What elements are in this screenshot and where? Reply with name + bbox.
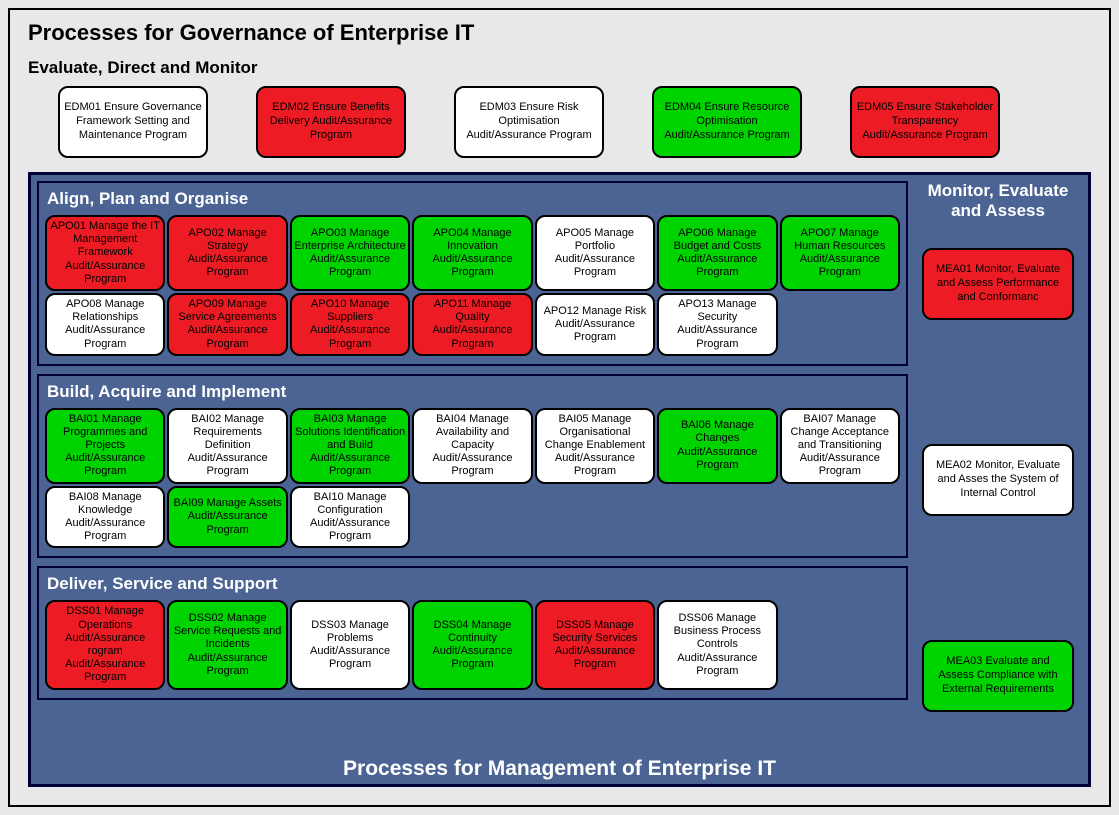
apo-box-3: APO03 Manage Enterprise Architecture Aud… [290,215,410,291]
dss-box-3: DSS03 Manage Problems Audit/Assurance Pr… [290,600,410,689]
bai-box-10: BAI10 Manage Configuration Audit/Assuran… [290,486,410,549]
bottom-title: Processes for Management of Enterprise I… [31,757,1088,781]
edm-box-2: EDM02 Ensure Benefits Delivery Audit/Ass… [256,86,406,158]
apo-box-13: APO13 Manage Security Audit/Assurance Pr… [657,293,777,356]
diagram-frame: Processes for Governance of Enterprise I… [8,8,1111,807]
right-column: Monitor, Evaluate and Assess MEA01 Monit… [914,181,1082,778]
mea-box-1: MEA01 Monitor, Evaluate and Assess Perfo… [922,248,1074,320]
mea-box-3: MEA03 Evaluate and Assess Compliance wit… [922,640,1074,712]
bai-box-5: BAI05 Manage Organisational Change Enabl… [535,408,655,484]
bai-box-8: BAI08 Manage Knowledge Audit/Assurance P… [45,486,165,549]
mea-box-2: MEA02 Monitor, Evaluate and Asses the Sy… [922,444,1074,516]
apo-grid: APO01 Manage the IT Management Framework… [45,215,900,356]
edm-box-5: EDM05 Ensure Stakeholder Transparency Au… [850,86,1000,158]
edm-box-1: EDM01 Ensure Governance Framework Settin… [58,86,208,158]
management-wrapper: Align, Plan and Organise APO01 Manage th… [28,172,1091,787]
dss-box-6: DSS06 Manage Business Process Controls A… [657,600,777,689]
apo-box-10: APO10 Manage Suppliers Audit/Assurance P… [290,293,410,356]
bai-box-4: BAI04 Manage Availability and Capacity A… [412,408,532,484]
dss-grid: DSS01 Manage Operations Audit/Assurance … [45,600,900,689]
apo-box-11: APO11 Manage Quality Audit/Assurance Pro… [412,293,532,356]
dss-box-1: DSS01 Manage Operations Audit/Assurance … [45,600,165,689]
apo-box-1: APO01 Manage the IT Management Framework… [45,215,165,291]
bai-grid: BAI01 Manage Programmes and Projects Aud… [45,408,900,549]
bai-section: Build, Acquire and Implement BAI01 Manag… [37,374,908,559]
apo-box-12: APO12 Manage Risk Audit/Assurance Progra… [535,293,655,356]
bai-box-1: BAI01 Manage Programmes and Projects Aud… [45,408,165,484]
apo-box-2: APO02 Manage Strategy Audit/Assurance Pr… [167,215,287,291]
dss-box-4: DSS04 Manage Continuity Audit/Assurance … [412,600,532,689]
dss-box-2: DSS02 Manage Service Requests and Incide… [167,600,287,689]
bai-box-7: BAI07 Manage Change Acceptance and Trans… [780,408,900,484]
edm-box-3: EDM03 Ensure Risk Optimisation Audit/Ass… [454,86,604,158]
apo-box-6: APO06 Manage Budget and Costs Audit/Assu… [657,215,777,291]
bai-box-6: BAI06 Manage Changes Audit/Assurance Pro… [657,408,777,484]
mea-title: Monitor, Evaluate and Assess [914,181,1082,220]
bai-box-3: BAI03 Manage Solutions Identification an… [290,408,410,484]
apo-box-9: APO09 Manage Service Agreements Audit/As… [167,293,287,356]
apo-box-8: APO08 Manage Relationships Audit/Assuran… [45,293,165,356]
bai-box-9: BAI09 Manage Assets Audit/Assurance Prog… [167,486,287,549]
bai-box-2: BAI02 Manage Requirements Definition Aud… [167,408,287,484]
apo-title: Align, Plan and Organise [47,189,900,209]
apo-box-7: APO07 Manage Human Resources Audit/Assur… [780,215,900,291]
dss-box-5: DSS05 Manage Security Services Audit/Ass… [535,600,655,689]
left-column: Align, Plan and Organise APO01 Manage th… [37,181,908,778]
apo-section: Align, Plan and Organise APO01 Manage th… [37,181,908,366]
bai-title: Build, Acquire and Implement [47,382,900,402]
edm-subtitle: Evaluate, Direct and Monitor [28,58,1091,78]
apo-box-4: APO04 Manage Innovation Audit/Assurance … [412,215,532,291]
dss-section: Deliver, Service and Support DSS01 Manag… [37,566,908,699]
apo-box-5: APO05 Manage Portfolio Audit/Assurance P… [535,215,655,291]
mea-column: MEA01 Monitor, Evaluate and Assess Perfo… [914,238,1082,752]
edm-row: EDM01 Ensure Governance Framework Settin… [28,86,1091,172]
main-title: Processes for Governance of Enterprise I… [28,20,1091,46]
dss-title: Deliver, Service and Support [47,574,900,594]
edm-box-4: EDM04 Ensure Resource Optimisation Audit… [652,86,802,158]
